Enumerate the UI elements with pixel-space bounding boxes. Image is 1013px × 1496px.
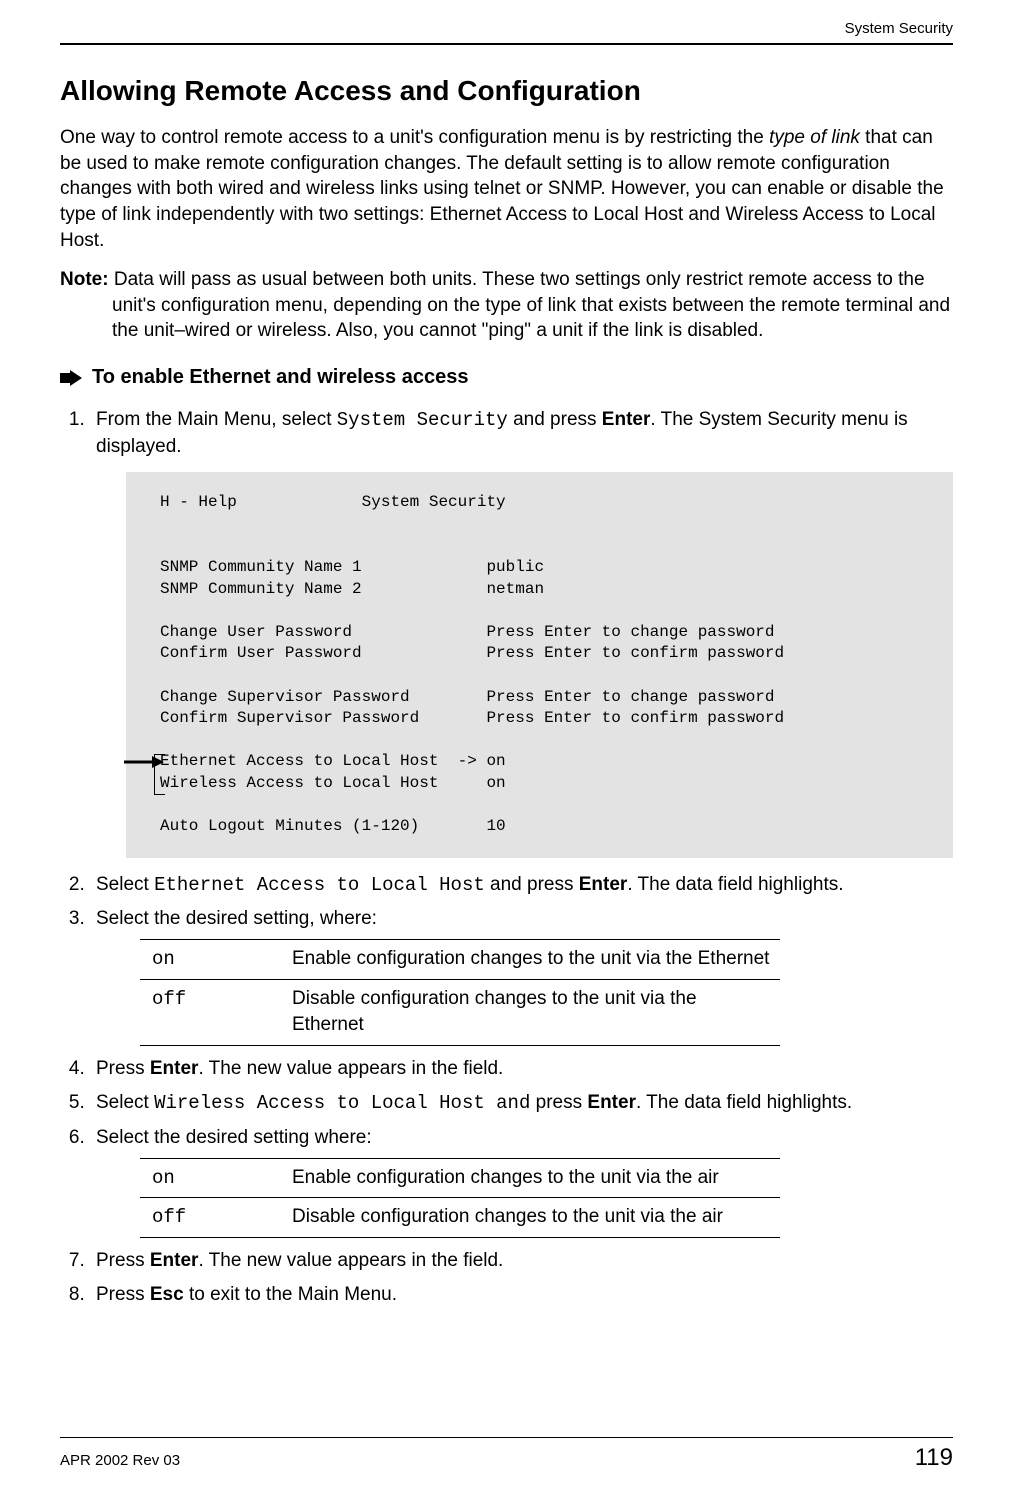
note-label: Note: <box>60 269 109 290</box>
step-8-post: to exit to the Main Menu. <box>184 1284 397 1305</box>
steps-list: From the Main Menu, select System Securi… <box>60 407 953 1309</box>
ethernet-settings-table: on Enable configuration changes to the u… <box>140 939 780 1046</box>
running-header: System Security <box>60 20 953 45</box>
step-7-bold: Enter <box>150 1250 199 1271</box>
step-5-bold: Enter <box>587 1092 636 1113</box>
table-row: off Disable configuration changes to the… <box>140 1198 780 1238</box>
step-8: Press Esc to exit to the Main Menu. <box>90 1282 953 1309</box>
setting-key: on <box>140 940 292 980</box>
step-2-post: . The data field highlights. <box>627 874 843 895</box>
setting-value: Enable configuration changes to the unit… <box>292 1158 780 1198</box>
terminal-screen: H - Help System Security SNMP Community … <box>126 472 953 858</box>
step-2-pre: Select <box>96 874 154 895</box>
footer-left: APR 2002 Rev 03 <box>60 1452 180 1469</box>
section-title: Allowing Remote Access and Configuration <box>60 75 953 107</box>
step-6: Select the desired setting where: on Ena… <box>90 1125 953 1238</box>
table-row: on Enable configuration changes to the u… <box>140 940 780 980</box>
step-7-post: . The new value appears in the field. <box>198 1250 503 1271</box>
step-5-pre: Select <box>96 1092 154 1113</box>
step-7: Press Enter. The new value appears in th… <box>90 1248 953 1275</box>
step-4-post: . The new value appears in the field. <box>198 1058 503 1079</box>
step-3-text: Select the desired setting, where: <box>96 908 377 929</box>
step-2-bold: Enter <box>579 874 628 895</box>
intro-pre: One way to control remote access to a un… <box>60 127 769 148</box>
step-3: Select the desired setting, where: on En… <box>90 906 953 1045</box>
step-5-mono: Wireless Access to Local Host and <box>154 1092 530 1114</box>
step-4-bold: Enter <box>150 1058 199 1079</box>
procedure-heading-row: To enable Ethernet and wireless access <box>60 366 953 389</box>
step-5: Select Wireless Access to Local Host and… <box>90 1090 953 1117</box>
wireless-settings-table: on Enable configuration changes to the u… <box>140 1158 780 1238</box>
setting-value: Disable configuration changes to the uni… <box>292 979 780 1045</box>
bracket-indicator <box>154 754 165 795</box>
step-2: Select Ethernet Access to Local Host and… <box>90 872 953 899</box>
step-5-mid: press <box>530 1092 587 1113</box>
setting-value: Enable configuration changes to the unit… <box>292 940 780 980</box>
setting-key: off <box>140 1198 292 1238</box>
page-footer: APR 2002 Rev 03 119 <box>60 1437 953 1472</box>
table-row: on Enable configuration changes to the u… <box>140 1158 780 1198</box>
page-number: 119 <box>915 1444 953 1472</box>
step-2-mid: and press <box>485 874 579 895</box>
note-text: Data will pass as usual between both uni… <box>109 269 950 341</box>
step-8-pre: Press <box>96 1284 150 1305</box>
step-1-mono: System Security <box>337 409 508 431</box>
step-7-pre: Press <box>96 1250 150 1271</box>
step-4: Press Enter. The new value appears in th… <box>90 1056 953 1083</box>
intro-paragraph: One way to control remote access to a un… <box>60 125 953 253</box>
table-row: off Disable configuration changes to the… <box>140 979 780 1045</box>
intro-italic: type of link <box>769 127 860 148</box>
step-6-text: Select the desired setting where: <box>96 1127 372 1148</box>
setting-key: off <box>140 979 292 1045</box>
step-8-bold: Esc <box>150 1284 184 1305</box>
step-1-bold: Enter <box>602 409 651 430</box>
setting-value: Disable configuration changes to the uni… <box>292 1198 780 1238</box>
procedure-heading: To enable Ethernet and wireless access <box>92 366 468 389</box>
step-1-mid: and press <box>508 409 602 430</box>
step-4-pre: Press <box>96 1058 150 1079</box>
terminal-wrap: H - Help System Security SNMP Community … <box>126 472 953 858</box>
procedure-arrow-icon <box>60 370 82 386</box>
page: System Security Allowing Remote Access a… <box>0 0 1013 1496</box>
step-2-mono: Ethernet Access to Local Host <box>154 874 485 896</box>
setting-key: on <box>140 1158 292 1198</box>
step-5-post: . The data field highlights. <box>636 1092 852 1113</box>
note-paragraph: Note: Data will pass as usual between bo… <box>60 267 953 344</box>
step-1-pre: From the Main Menu, select <box>96 409 337 430</box>
step-1: From the Main Menu, select System Securi… <box>90 407 953 858</box>
